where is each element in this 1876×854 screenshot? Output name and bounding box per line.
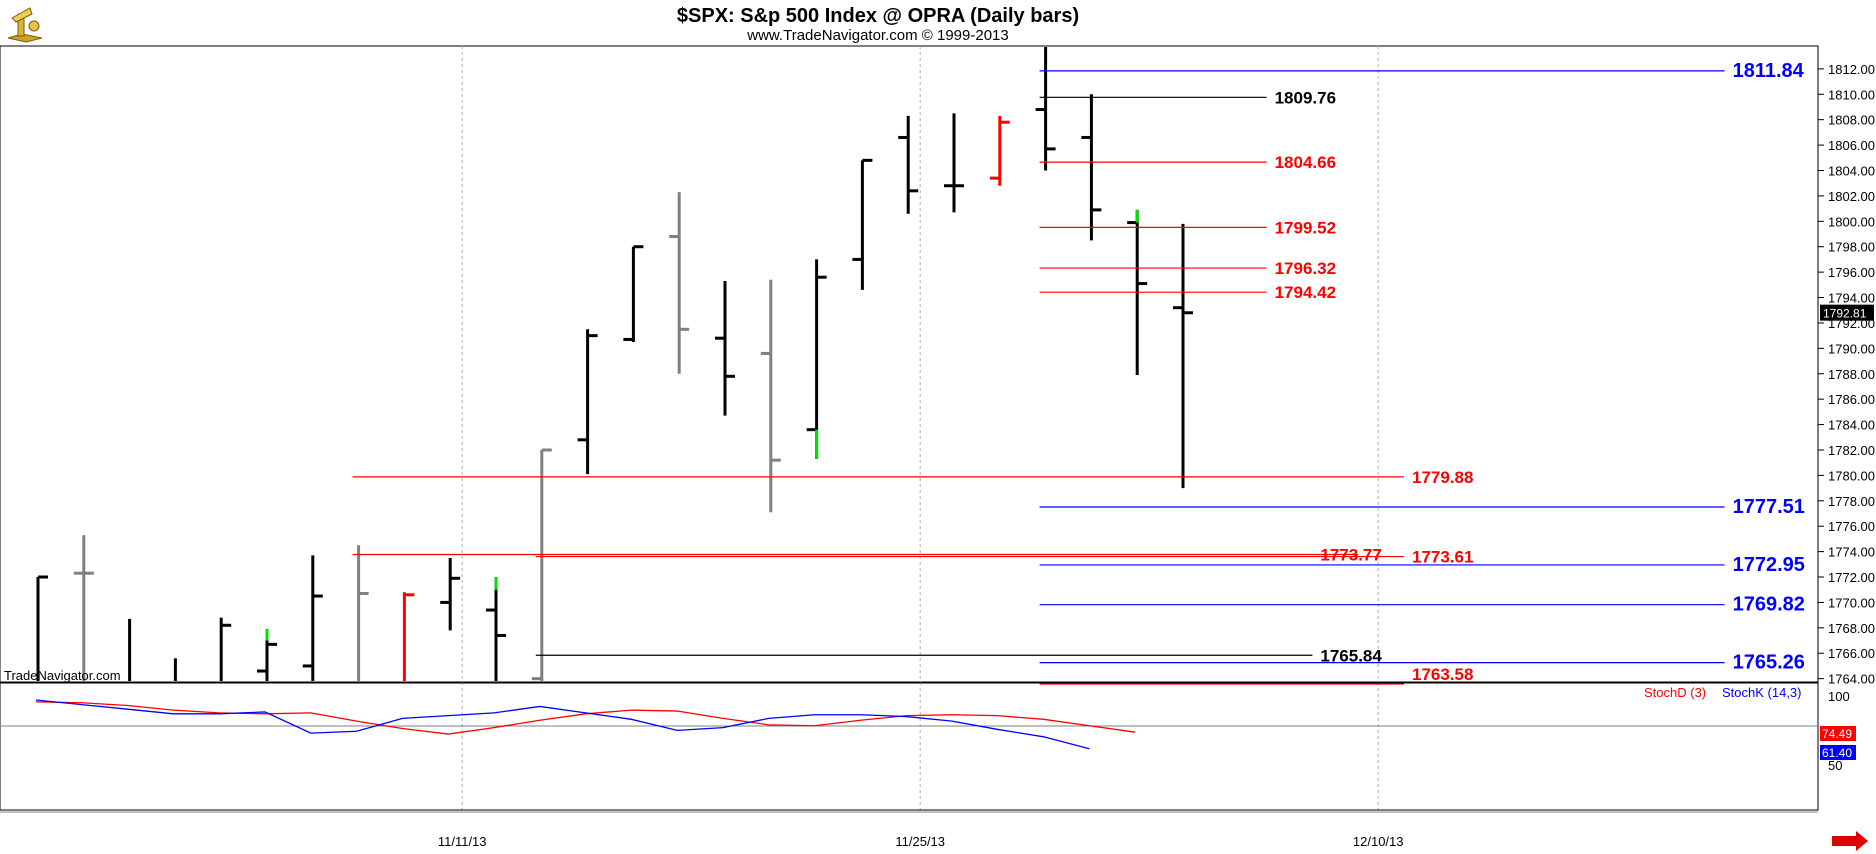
price-bars: [36, 47, 1193, 681]
level-label: 1804.66: [1275, 153, 1336, 172]
level-label: 1779.88: [1412, 468, 1473, 487]
date-tick-label: 11/25/13: [895, 834, 945, 849]
price-tick-label: 1788.00: [1828, 367, 1875, 382]
trade-navigator-logo-icon[interactable]: [7, 7, 43, 43]
price-levels: 1811.84 1809.76 1804.66 1799.52 1796.32 1794.…: [352, 60, 1805, 685]
price-tick-label: 1810.00: [1828, 87, 1875, 102]
price-tick-label: 1798.00: [1828, 240, 1875, 255]
stoch-k-tag: [1820, 745, 1856, 760]
level-label: 1769.82: [1733, 594, 1805, 616]
price-pane-frame: [0, 45, 1819, 683]
last-price-label: 1792.81: [1823, 307, 1867, 321]
level-label: 1773.61: [1412, 548, 1473, 567]
price-tick-label: 1778.00: [1828, 494, 1875, 509]
level-label: 1799.52: [1275, 218, 1336, 237]
stoch-k-line: [35, 699, 1090, 750]
stochastic-pane: 100 50 StochD (3) StochK (14,3) 74.49 61.40: [0, 685, 1856, 813]
page-title: $SPX: S&p 500 Index @ OPRA (Daily bars): [677, 5, 1079, 27]
gridlines: [461, 46, 1379, 810]
level-label: 1809.76: [1275, 88, 1336, 107]
price-tick-label: 1790.00: [1828, 341, 1875, 356]
right-arrow-icon[interactable]: [1832, 831, 1868, 851]
stoch-d-last: 74.49: [1822, 727, 1852, 741]
level-label: 1777.51: [1733, 496, 1805, 518]
level-label: 1772.95: [1733, 554, 1805, 576]
stoch-d-line: [35, 701, 1136, 735]
price-tick-label: 1800.00: [1828, 214, 1875, 229]
last-price-tag: [1820, 304, 1874, 321]
price-tick-label: 1772.00: [1828, 570, 1875, 585]
stoch-tick-label: 100: [1828, 689, 1850, 704]
price-tick-label: 1784.00: [1828, 418, 1875, 433]
level-label: 1796.32: [1275, 259, 1336, 278]
price-tick-label: 1782.00: [1828, 443, 1875, 458]
price-tick-label: 1796.00: [1828, 265, 1875, 280]
stoch-tick-label: 50: [1828, 758, 1842, 773]
stoch-d-tag: [1820, 726, 1856, 741]
level-label: 1765.84: [1320, 646, 1382, 665]
stochastic-pane-frame: [0, 682, 1819, 811]
level-label: 1763.58: [1412, 665, 1473, 684]
price-tick-label: 1770.00: [1828, 595, 1875, 610]
price-tick-label: 1766.00: [1828, 646, 1875, 661]
level-label: 1773.77: [1320, 546, 1381, 565]
copyright-subtitle: www.TradeNavigator.com © 1999-2013: [746, 27, 1008, 44]
date-tick-label: 11/11/13: [438, 834, 487, 849]
level-label: 1765.26: [1733, 652, 1805, 674]
price-tick-label: 1804.00: [1828, 163, 1875, 178]
level-label: 1794.42: [1275, 283, 1336, 302]
price-axis: 1812.00 1810.00 1808.00 1806.00 1804.00 1802.…: [1818, 62, 1875, 687]
price-tick-label: 1780.00: [1828, 468, 1875, 483]
price-tick-label: 1812.00: [1828, 62, 1875, 77]
date-axis: 11/11/13 11/25/13 12/10/13: [438, 834, 1404, 849]
level-label: 1811.84: [1733, 60, 1805, 82]
price-tick-label: 1774.00: [1828, 545, 1875, 560]
price-tick-label: 1764.00: [1828, 672, 1875, 687]
watermark: TradeNavigator.com: [4, 668, 121, 683]
price-tick-label: 1794.00: [1828, 291, 1875, 306]
date-tick-label: 12/10/13: [1353, 834, 1404, 849]
stoch-legend-entry: StochD (3): [1644, 685, 1706, 700]
price-tick-label: 1786.00: [1828, 392, 1875, 407]
price-tick-label: 1776.00: [1828, 519, 1875, 534]
price-tick-label: 1768.00: [1828, 621, 1875, 636]
price-tick-label: 1802.00: [1828, 189, 1875, 204]
price-tick-label: 1808.00: [1828, 113, 1875, 128]
price-tick-label: 1806.00: [1828, 138, 1875, 153]
stoch-k-last: 61.40: [1822, 746, 1852, 760]
stoch-legend-entry: StochK (14,3): [1722, 685, 1802, 700]
